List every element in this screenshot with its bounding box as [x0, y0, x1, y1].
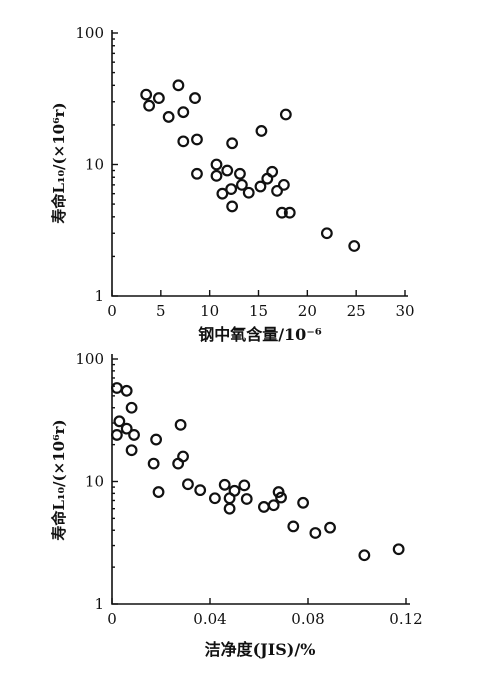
oxygen-content-chart: 1 10 100 0 5 10 15 20 25 30 钢中氧含量/10⁻⁶ 寿命L₁₀/(×1… [50, 24, 415, 344]
x-axis-label: 钢中氧含量/10⁻⁶ [198, 325, 322, 344]
data-point [177, 106, 190, 119]
y-tick-labels: 1 10 100 [75, 350, 104, 613]
data-point [297, 496, 310, 509]
y-tick-label: 1 [94, 595, 104, 613]
data-point [191, 133, 203, 146]
x-tick-label: 20 [298, 302, 317, 320]
data-point [392, 543, 405, 556]
data-point [182, 478, 194, 491]
x-tick-label: 30 [395, 302, 414, 320]
data-point [216, 187, 229, 200]
data-point [113, 415, 126, 428]
x-ticks [111, 598, 407, 604]
x-axis-label: 洁净度(JIS)/% [205, 640, 316, 659]
y-axis-label: 寿命L₁₀/(×10⁶r) [50, 102, 68, 223]
data-point [110, 382, 123, 394]
data-point [348, 240, 361, 252]
data-point [177, 450, 189, 463]
data-point [210, 158, 223, 171]
x-tick-label: 25 [347, 302, 366, 320]
data-point [234, 167, 246, 180]
x-tick-label: 0.08 [291, 610, 324, 628]
plot-frame-left-bottom [111, 354, 410, 605]
data-point [275, 491, 287, 504]
data-point [208, 492, 221, 505]
plot-frame-left-bottom [111, 30, 408, 297]
data-point [242, 186, 255, 199]
x-tick-labels: 0 5 10 15 20 25 30 [107, 302, 414, 320]
x-tick-label: 0 [107, 610, 117, 628]
data-point [110, 429, 123, 441]
data-point [140, 88, 153, 101]
data-point [258, 501, 270, 513]
data-point [125, 401, 138, 414]
x-tick-labels: 0 0.04 0.08 0.12 [107, 610, 422, 628]
cleanliness-chart: 1 10 100 0 0.04 0.08 0.12 洁净度(JIS)/% 寿命L₁₀/(×… [50, 350, 423, 659]
data-point [283, 206, 296, 219]
data-point [254, 180, 267, 193]
data-points [140, 79, 361, 252]
y-tick-label: 100 [75, 24, 104, 42]
data-point [240, 493, 253, 505]
x-ticks [111, 290, 406, 296]
data-point [225, 183, 238, 196]
x-tick-label: 10 [200, 302, 219, 320]
data-point [162, 111, 175, 123]
data-point [266, 165, 279, 178]
data-point [120, 384, 133, 397]
data-point [320, 227, 333, 240]
data-point [267, 499, 280, 512]
data-point [276, 206, 288, 219]
data-point [194, 484, 207, 497]
y-tick-label: 100 [75, 350, 104, 368]
x-tick-label: 5 [156, 302, 166, 320]
data-point [272, 486, 285, 498]
data-point [309, 527, 322, 539]
data-point [128, 429, 140, 441]
y-tick-labels: 1 10 100 [75, 24, 104, 305]
data-point [177, 135, 190, 148]
data-point [226, 137, 239, 150]
data-point [221, 164, 234, 177]
data-point [152, 486, 165, 498]
y-tick-label: 10 [85, 473, 104, 491]
data-point [255, 125, 268, 137]
data-point [287, 520, 300, 533]
data-points [110, 382, 405, 562]
data-point [358, 549, 371, 562]
data-point [277, 178, 290, 191]
y-ticks [112, 358, 118, 605]
data-point [150, 433, 163, 446]
x-tick-label: 0.04 [193, 610, 226, 628]
x-tick-label: 0 [107, 302, 117, 320]
data-point [238, 479, 251, 492]
data-point [223, 502, 236, 515]
data-point [228, 484, 241, 497]
y-axis-label: 寿命L₁₀/(×10⁶r) [50, 419, 68, 540]
data-point [324, 521, 336, 534]
data-point [189, 92, 201, 104]
x-tick-label: 0.12 [389, 610, 422, 628]
y-tick-label: 10 [85, 156, 104, 174]
y-tick-label: 1 [94, 287, 104, 305]
y-ticks [112, 32, 118, 297]
data-point [226, 200, 239, 213]
data-point [271, 184, 283, 197]
data-point [125, 444, 138, 457]
data-point [147, 457, 160, 470]
data-point [218, 478, 231, 491]
x-tick-label: 15 [249, 302, 268, 320]
data-point [152, 92, 165, 104]
data-point [279, 108, 292, 121]
data-point [174, 418, 187, 431]
data-point [143, 99, 156, 112]
data-point [120, 422, 133, 435]
data-point [172, 79, 185, 92]
data-point [191, 167, 203, 180]
data-point [235, 178, 248, 191]
data-point [210, 169, 223, 182]
